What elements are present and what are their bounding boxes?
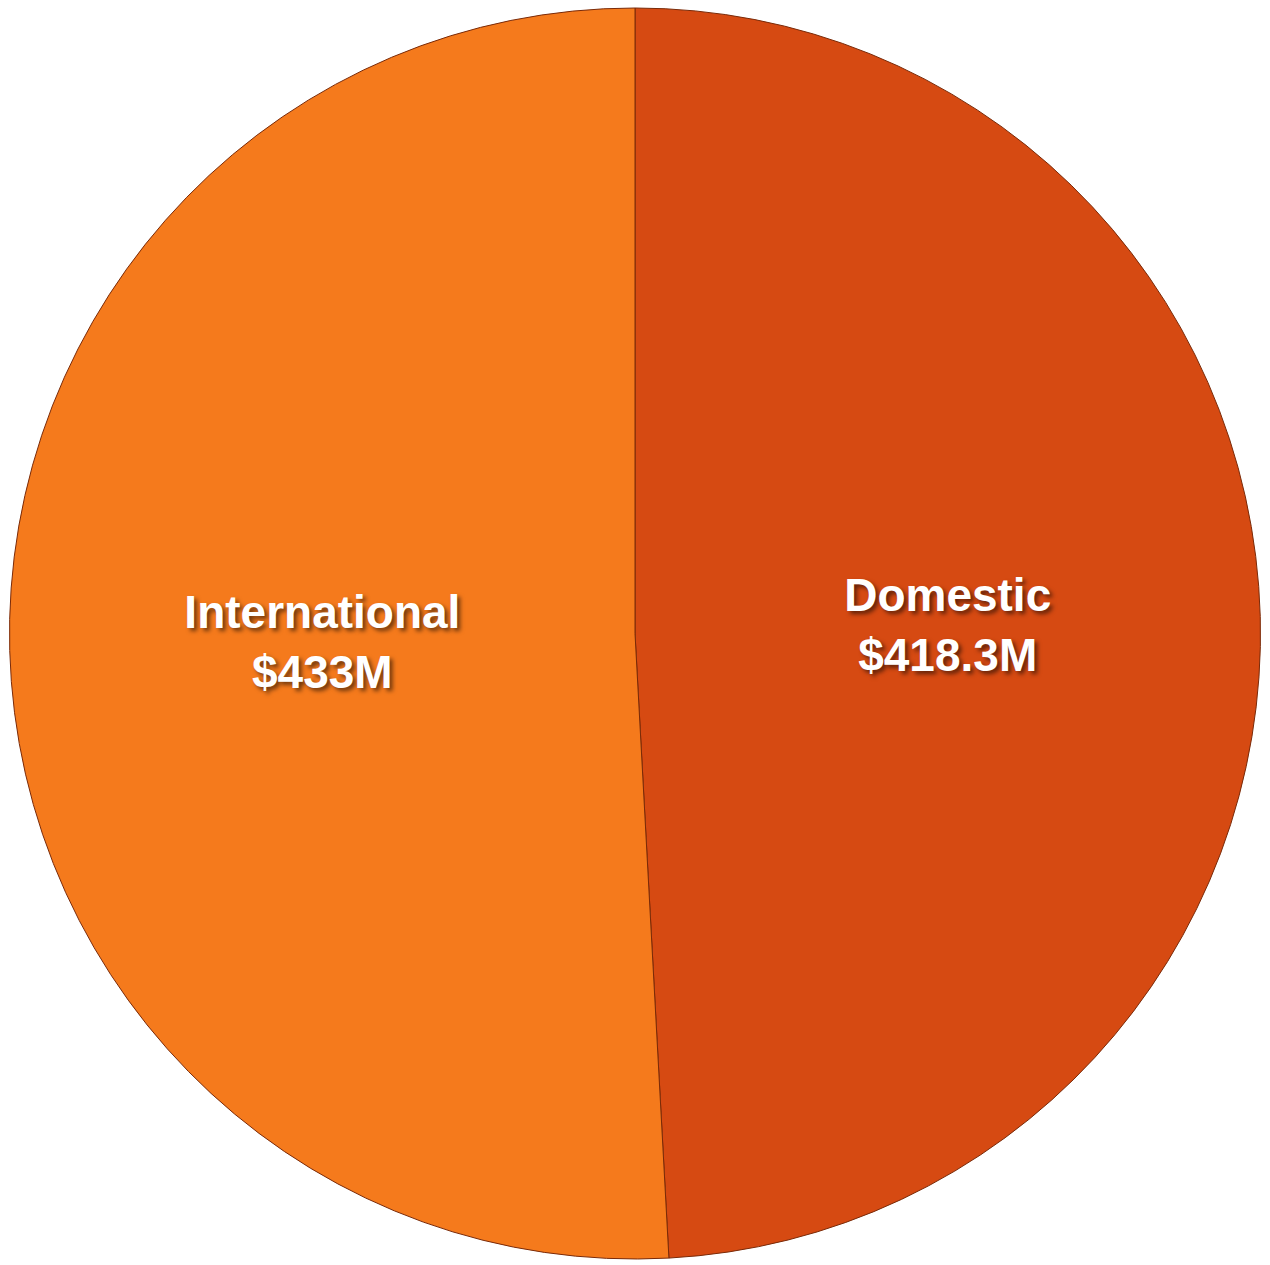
svg-text:International$433M: International$433M	[184, 586, 460, 698]
svg-text:Domestic$418.3M: Domestic$418.3M	[844, 569, 1051, 681]
